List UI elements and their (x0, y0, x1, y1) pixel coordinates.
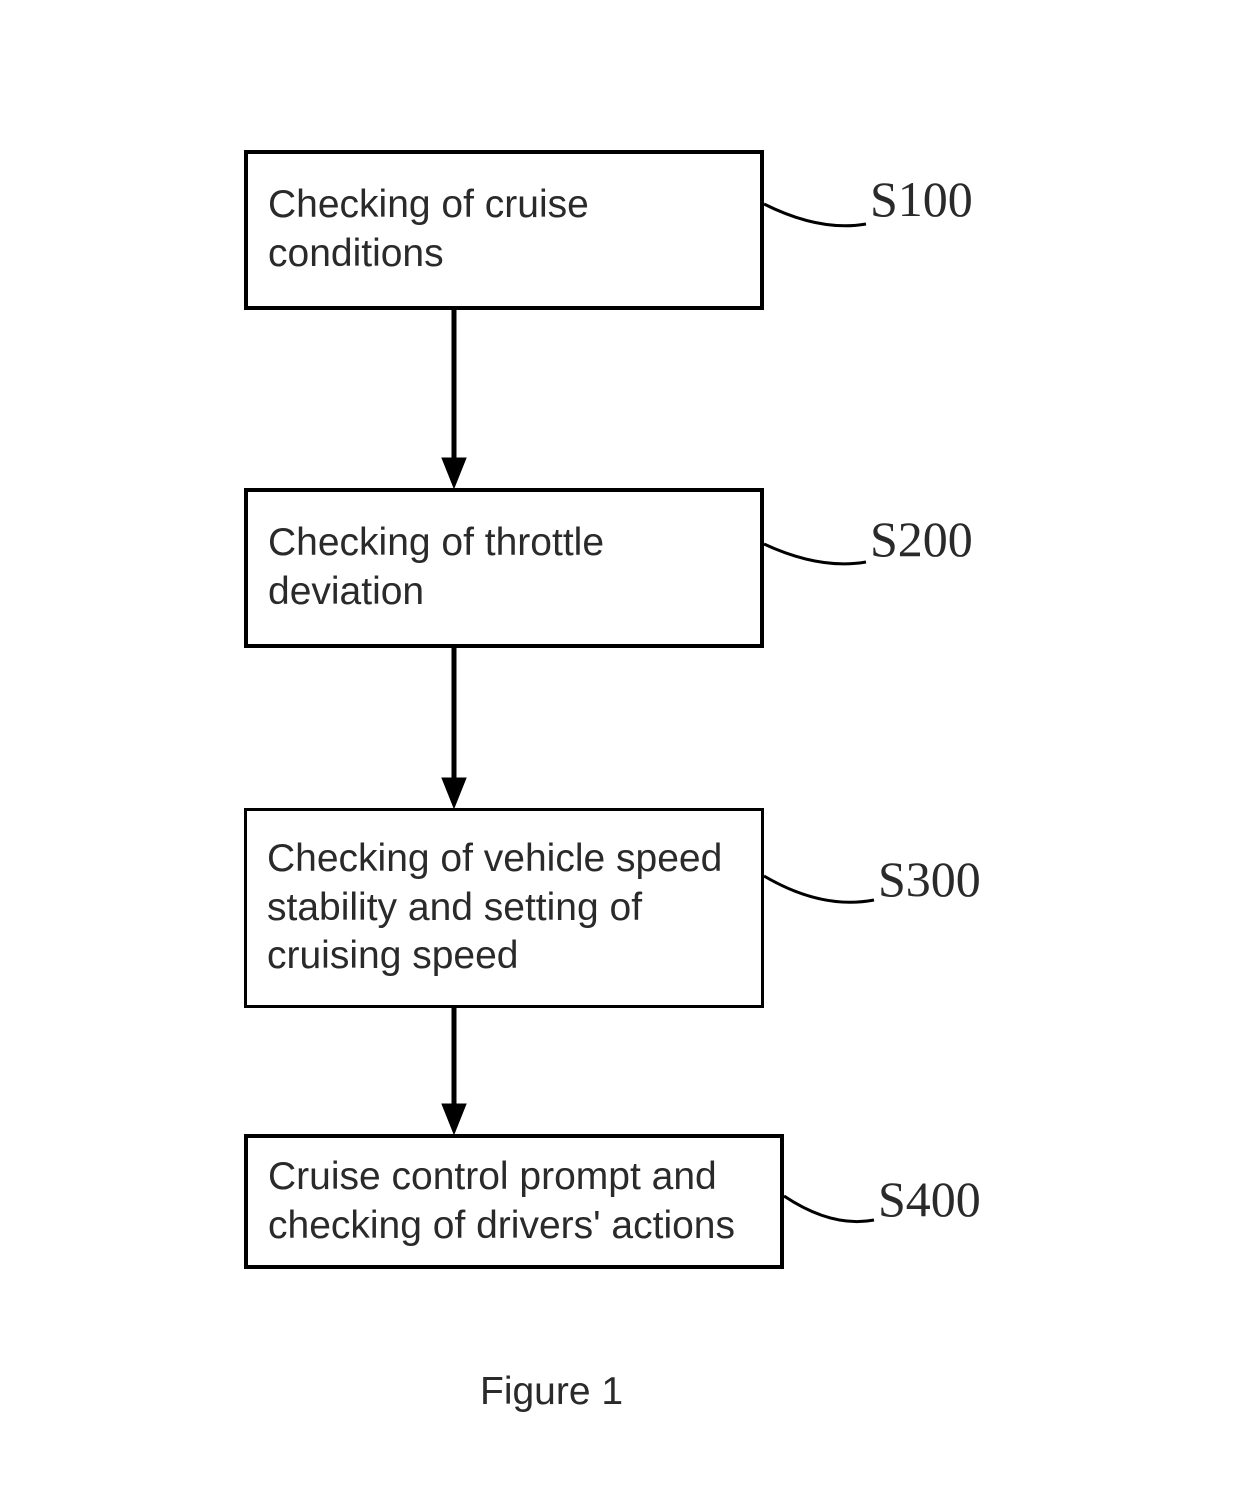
flowchart-canvas: Checking of cruise conditions Checking o… (0, 0, 1240, 1487)
arrow-s300-s400 (0, 0, 1240, 1487)
figure-caption: Figure 1 (480, 1370, 623, 1414)
